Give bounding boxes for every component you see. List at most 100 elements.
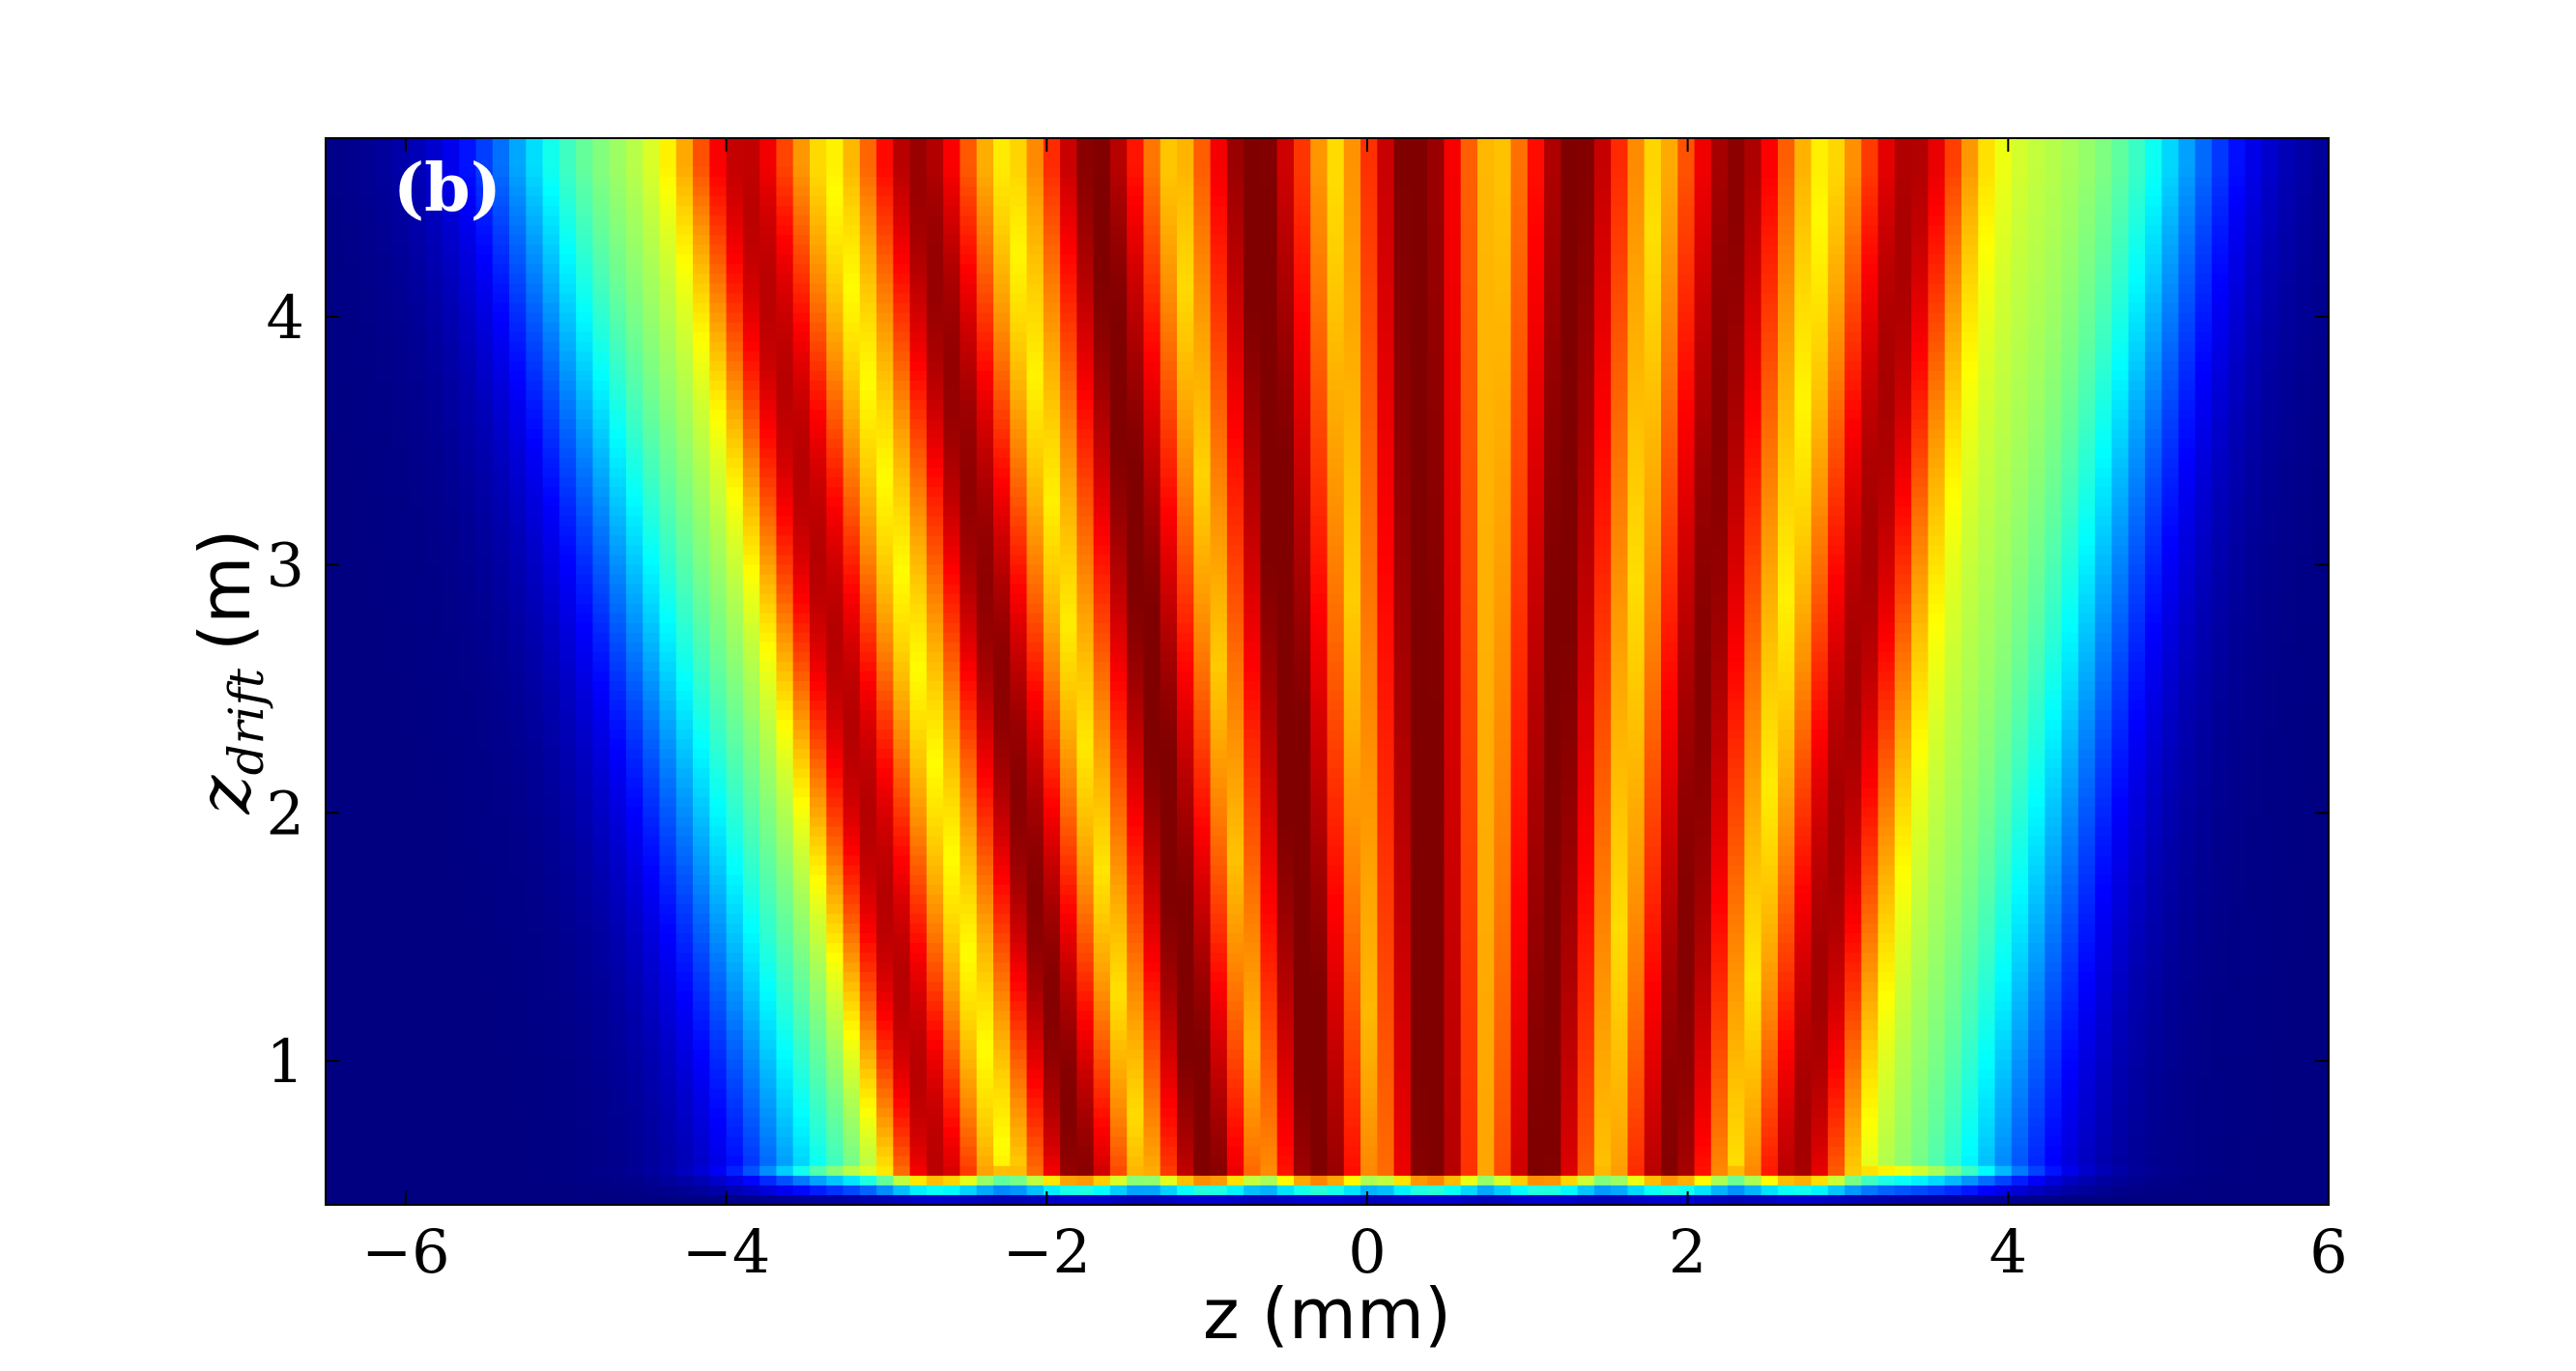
heatmap-cell xyxy=(659,196,677,207)
heatmap-cell xyxy=(1661,389,1678,401)
heatmap-cell xyxy=(1177,468,1194,478)
heatmap-cell xyxy=(1276,468,1295,478)
heatmap-cell xyxy=(2278,497,2297,507)
heatmap-cell xyxy=(1060,439,1077,449)
heatmap-cell xyxy=(492,429,510,440)
heatmap-cell xyxy=(1994,322,2013,333)
heatmap-cell xyxy=(1226,254,1245,266)
heatmap-cell xyxy=(2095,389,2113,401)
heatmap-cell xyxy=(1861,439,1879,449)
heatmap-cell xyxy=(2228,506,2247,518)
heatmap-cell xyxy=(2212,341,2229,353)
heatmap-cell xyxy=(558,177,577,187)
heatmap-cell xyxy=(976,410,994,420)
heatmap-cell xyxy=(2178,244,2196,256)
heatmap-cell xyxy=(1076,322,1095,333)
heatmap-cell xyxy=(1043,177,1061,187)
heatmap-cell xyxy=(976,177,994,187)
heatmap-cell xyxy=(1560,351,1579,362)
heatmap-cell xyxy=(1343,331,1361,343)
heatmap-cell xyxy=(1560,468,1579,478)
heatmap-cell xyxy=(2144,322,2162,333)
heatmap-cell xyxy=(2295,157,2313,168)
heatmap-cell xyxy=(1527,215,1545,226)
heatmap-cell xyxy=(1760,389,1779,401)
heatmap-cell xyxy=(809,273,827,285)
heatmap-cell xyxy=(943,148,961,158)
heatmap-cell xyxy=(1494,254,1512,266)
heatmap-cell xyxy=(1476,410,1495,420)
heatmap-cell xyxy=(2128,516,2146,528)
heatmap-cell xyxy=(1093,360,1111,372)
heatmap-cell xyxy=(1694,506,1712,518)
heatmap-cell xyxy=(2095,215,2113,226)
heatmap-cell xyxy=(2161,225,2180,236)
heatmap-cell xyxy=(1427,215,1445,226)
heatmap-cell xyxy=(2178,429,2196,440)
heatmap-cell xyxy=(1410,419,1428,430)
heatmap-cell xyxy=(1076,360,1095,372)
heatmap-cell xyxy=(1794,273,1813,285)
heatmap-cell xyxy=(843,429,861,440)
heatmap-cell xyxy=(1677,273,1696,285)
heatmap-cell xyxy=(2311,273,2329,285)
heatmap-cell xyxy=(1644,186,1662,197)
heatmap-cell xyxy=(675,293,694,304)
heatmap-cell xyxy=(475,506,494,518)
heatmap-cell xyxy=(576,138,594,149)
heatmap-cell xyxy=(1944,341,1962,353)
heatmap-cell xyxy=(358,370,377,382)
heatmap-cell xyxy=(1476,312,1495,324)
heatmap-cell xyxy=(1226,302,1245,314)
heatmap-cell xyxy=(1293,273,1311,285)
heatmap-cell xyxy=(1343,526,1361,537)
heatmap-cell xyxy=(1360,389,1378,401)
heatmap-cell xyxy=(1076,380,1095,391)
heatmap-cell xyxy=(392,312,410,324)
heatmap-cell xyxy=(1244,439,1262,449)
heatmap-cell xyxy=(709,410,728,420)
heatmap-cell xyxy=(726,167,744,178)
heatmap-cell xyxy=(675,439,694,449)
heatmap-cell xyxy=(1560,283,1579,295)
heatmap-cell xyxy=(1276,322,1295,333)
heatmap-cell xyxy=(826,235,844,245)
heatmap-cell xyxy=(1293,389,1311,401)
heatmap-cell xyxy=(1360,370,1378,382)
heatmap-cell xyxy=(392,331,410,343)
heatmap-cell xyxy=(1043,360,1061,372)
heatmap-cell xyxy=(1661,497,1678,507)
heatmap-cell xyxy=(1476,215,1495,226)
heatmap-cell xyxy=(2011,215,2029,226)
heatmap-cell xyxy=(2011,148,2029,158)
heatmap-cell xyxy=(1677,186,1696,197)
heatmap-cell xyxy=(526,439,544,449)
heatmap-cell xyxy=(709,331,728,343)
heatmap-cell xyxy=(976,370,994,382)
heatmap-cell xyxy=(1276,273,1295,285)
heatmap-cell xyxy=(759,380,778,391)
heatmap-cell xyxy=(1794,477,1813,488)
heatmap-cell xyxy=(1026,215,1045,226)
heatmap-cell xyxy=(742,186,760,197)
heatmap-cell xyxy=(459,389,477,401)
heatmap-cell xyxy=(1694,439,1712,449)
heatmap-cell xyxy=(2228,157,2247,168)
heatmap-cell xyxy=(1911,526,1929,537)
heatmap-cell xyxy=(1978,302,1996,314)
heatmap-cell xyxy=(1143,273,1161,285)
heatmap-cell xyxy=(693,235,710,245)
heatmap-cell xyxy=(876,506,894,518)
heatmap-cell xyxy=(2178,458,2196,469)
heatmap-cell xyxy=(1877,302,1896,314)
heatmap-cell xyxy=(1627,487,1646,498)
heatmap-cell xyxy=(709,293,728,304)
heatmap-cell xyxy=(576,535,594,547)
heatmap-cell xyxy=(1310,516,1329,528)
heatmap-cell xyxy=(943,196,961,207)
heatmap-cell xyxy=(1343,341,1361,353)
heatmap-cell xyxy=(643,429,661,440)
heatmap-cell xyxy=(1226,196,1245,207)
heatmap-cell xyxy=(993,506,1011,518)
heatmap-cell xyxy=(2095,516,2113,528)
